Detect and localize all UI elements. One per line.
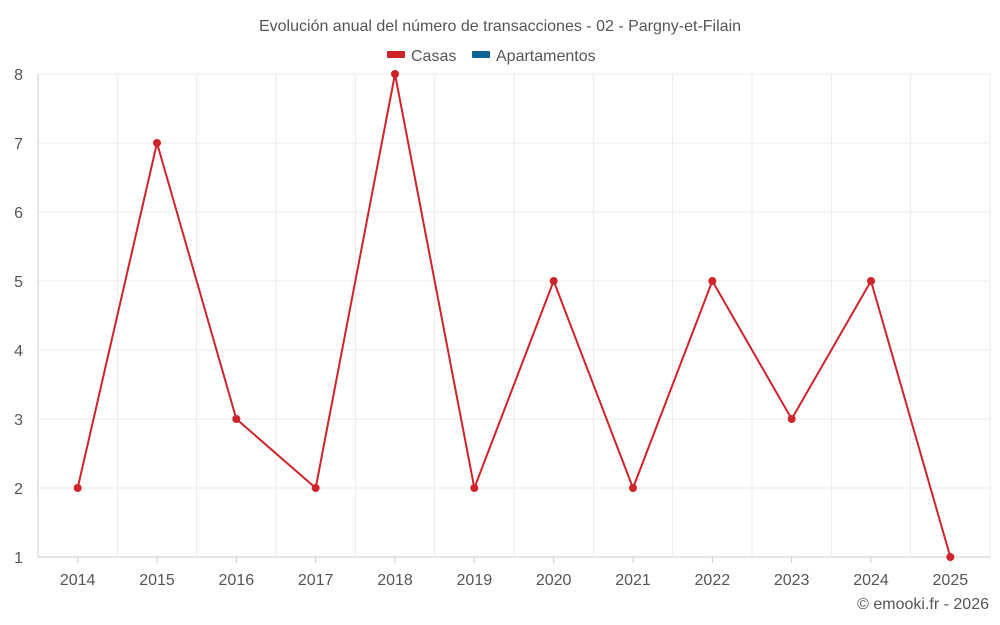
x-tick-label: 2016: [219, 572, 255, 589]
y-tick-label: 1: [14, 550, 23, 567]
data-point[interactable]: [549, 277, 558, 285]
data-point[interactable]: [470, 484, 479, 492]
x-tick-label: 2017: [298, 572, 334, 589]
axes: 1 2 3 4 5 6 7 8 2014 2015 2016 2017 2018 2019 2020 2021…: [14, 67, 990, 589]
x-tick-label: 2021: [615, 572, 651, 589]
series-line-casas: [76, 73, 952, 558]
data-point[interactable]: [391, 70, 399, 78]
data-point[interactable]: [73, 484, 82, 492]
data-point[interactable]: [708, 277, 717, 285]
y-tick-label: 6: [14, 205, 23, 222]
x-tick-label: 2022: [695, 572, 731, 589]
x-tick-label: 2025: [933, 572, 969, 589]
legend-label-apartamentos: Apartamentos: [496, 48, 596, 65]
legend: Casas Apartamentos: [387, 48, 596, 65]
data-point[interactable]: [867, 277, 875, 285]
legend-swatch-apartamentos: [472, 51, 490, 58]
legend-item-apartamentos[interactable]: Apartamentos: [472, 48, 596, 65]
x-tick-label: 2023: [774, 572, 810, 589]
data-point[interactable]: [787, 415, 796, 423]
credit-text: © emooki.fr - 2026: [857, 596, 989, 613]
data-point[interactable]: [232, 415, 241, 423]
grid: [38, 73, 991, 557]
y-tick-label: 7: [14, 136, 23, 153]
x-tick-label: 2014: [60, 572, 96, 589]
y-tick-label: 5: [14, 274, 23, 291]
data-point[interactable]: [153, 139, 161, 147]
data-point[interactable]: [629, 484, 637, 492]
y-tick-label: 3: [14, 412, 23, 429]
y-tick-label: 4: [14, 343, 23, 360]
x-tick-label: 2018: [377, 572, 413, 589]
series-casas: [76, 73, 952, 558]
legend-item-casas[interactable]: Casas: [387, 48, 456, 65]
y-tick-label: 8: [14, 67, 23, 84]
x-tick-label: 2019: [457, 572, 493, 589]
chart-title: Evolución anual del número de transaccio…: [259, 18, 741, 35]
points-casas: [73, 70, 955, 561]
legend-swatch-casas: [387, 51, 405, 58]
y-tick-label: 2: [14, 481, 23, 498]
x-tick-label: 2020: [536, 572, 572, 589]
data-point[interactable]: [311, 484, 320, 492]
data-point[interactable]: [946, 553, 955, 561]
x-tick-label: 2024: [853, 572, 889, 589]
x-tick-label: 2015: [139, 572, 175, 589]
legend-label-casas: Casas: [411, 48, 456, 65]
